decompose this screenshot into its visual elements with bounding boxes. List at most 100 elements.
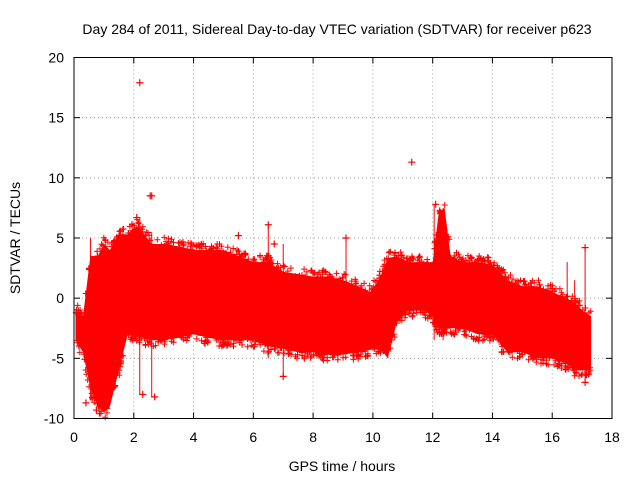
data-point (556, 361, 563, 368)
x-tick-label: 18 (604, 429, 620, 445)
data-point (514, 347, 521, 354)
outlier-point (139, 390, 147, 398)
data-point (251, 343, 258, 350)
data-point (189, 246, 196, 253)
data-point (339, 274, 346, 281)
data-point (447, 254, 454, 261)
data-point (373, 350, 380, 357)
data-point (125, 230, 132, 237)
data-point (292, 353, 299, 360)
data-point (160, 243, 167, 250)
data-point (486, 337, 493, 344)
data-point (487, 328, 494, 335)
data-point (252, 338, 259, 345)
data-point (547, 281, 554, 288)
data-point (507, 272, 514, 278)
data-point (217, 339, 224, 346)
data-point (83, 371, 90, 378)
x-tick-label: 16 (544, 429, 560, 445)
data-point (257, 252, 263, 259)
data-point (364, 353, 371, 360)
data-point (468, 254, 475, 261)
data-point (165, 235, 172, 242)
data-point (334, 356, 341, 363)
data-point (415, 254, 422, 261)
data-point (168, 238, 175, 245)
data-point (120, 231, 126, 238)
data-point (494, 262, 501, 269)
data-point (241, 256, 247, 263)
data-point (537, 285, 544, 292)
data-point (176, 244, 183, 251)
data-point (284, 268, 291, 275)
data-point (505, 346, 512, 353)
data-point (319, 274, 326, 281)
data-point (566, 363, 572, 370)
data-point (299, 352, 306, 359)
data-point (387, 345, 394, 352)
data-point (184, 246, 191, 253)
data-point (500, 266, 507, 273)
data-point (368, 286, 375, 293)
data-point (533, 352, 539, 359)
data-point (397, 249, 404, 256)
data-point (579, 370, 586, 377)
data-point (467, 254, 474, 260)
data-point (117, 227, 124, 234)
data-point (407, 257, 414, 263)
data-point (244, 336, 251, 342)
outlier-point (408, 158, 416, 166)
data-point (357, 285, 364, 292)
data-point (468, 333, 475, 340)
data-point (476, 328, 483, 335)
data-point (531, 279, 538, 286)
data-point (410, 306, 417, 313)
data-point (79, 313, 86, 320)
data-point (260, 348, 267, 355)
x-tick-label: 4 (190, 429, 198, 445)
data-point (398, 252, 405, 259)
data-point (76, 310, 83, 317)
data-point (168, 338, 175, 345)
data-point (255, 338, 262, 345)
data-point (419, 308, 426, 315)
data-point (498, 349, 505, 356)
axis-ticks (73, 57, 613, 419)
data-point (350, 356, 357, 363)
data-point (301, 266, 308, 273)
outlier-point (432, 200, 440, 208)
data-point (460, 255, 466, 262)
x-tick-label: 2 (130, 429, 138, 445)
data-point (372, 342, 379, 349)
x-tick-labels: 0 2 4 6 8 10 12 14 16 18 (70, 429, 620, 445)
data-point (274, 260, 281, 267)
data-point (250, 335, 257, 342)
data-point (158, 337, 165, 344)
data-point (314, 271, 321, 278)
data-point (180, 241, 187, 248)
data-point (219, 342, 226, 349)
data-point (495, 337, 502, 344)
outlier-point (279, 372, 287, 380)
data-point (144, 229, 151, 236)
outlier-point (133, 214, 141, 222)
data-point (466, 257, 473, 264)
data-point (260, 338, 267, 345)
data-point (267, 346, 274, 353)
data-point (275, 267, 282, 274)
data-point (195, 330, 202, 336)
data-point (284, 346, 291, 353)
data-point (198, 337, 205, 344)
data-point (135, 225, 142, 231)
data-point (217, 248, 223, 255)
data-point (482, 263, 488, 270)
data-point (362, 287, 369, 294)
data-point (586, 364, 593, 371)
data-point (525, 282, 532, 288)
data-point (560, 296, 567, 303)
data-point (271, 345, 278, 352)
data-point (501, 269, 508, 276)
data-point (183, 337, 190, 344)
chart-title: Day 284 of 2011, Sidereal Day-to-day VTE… (82, 21, 591, 37)
